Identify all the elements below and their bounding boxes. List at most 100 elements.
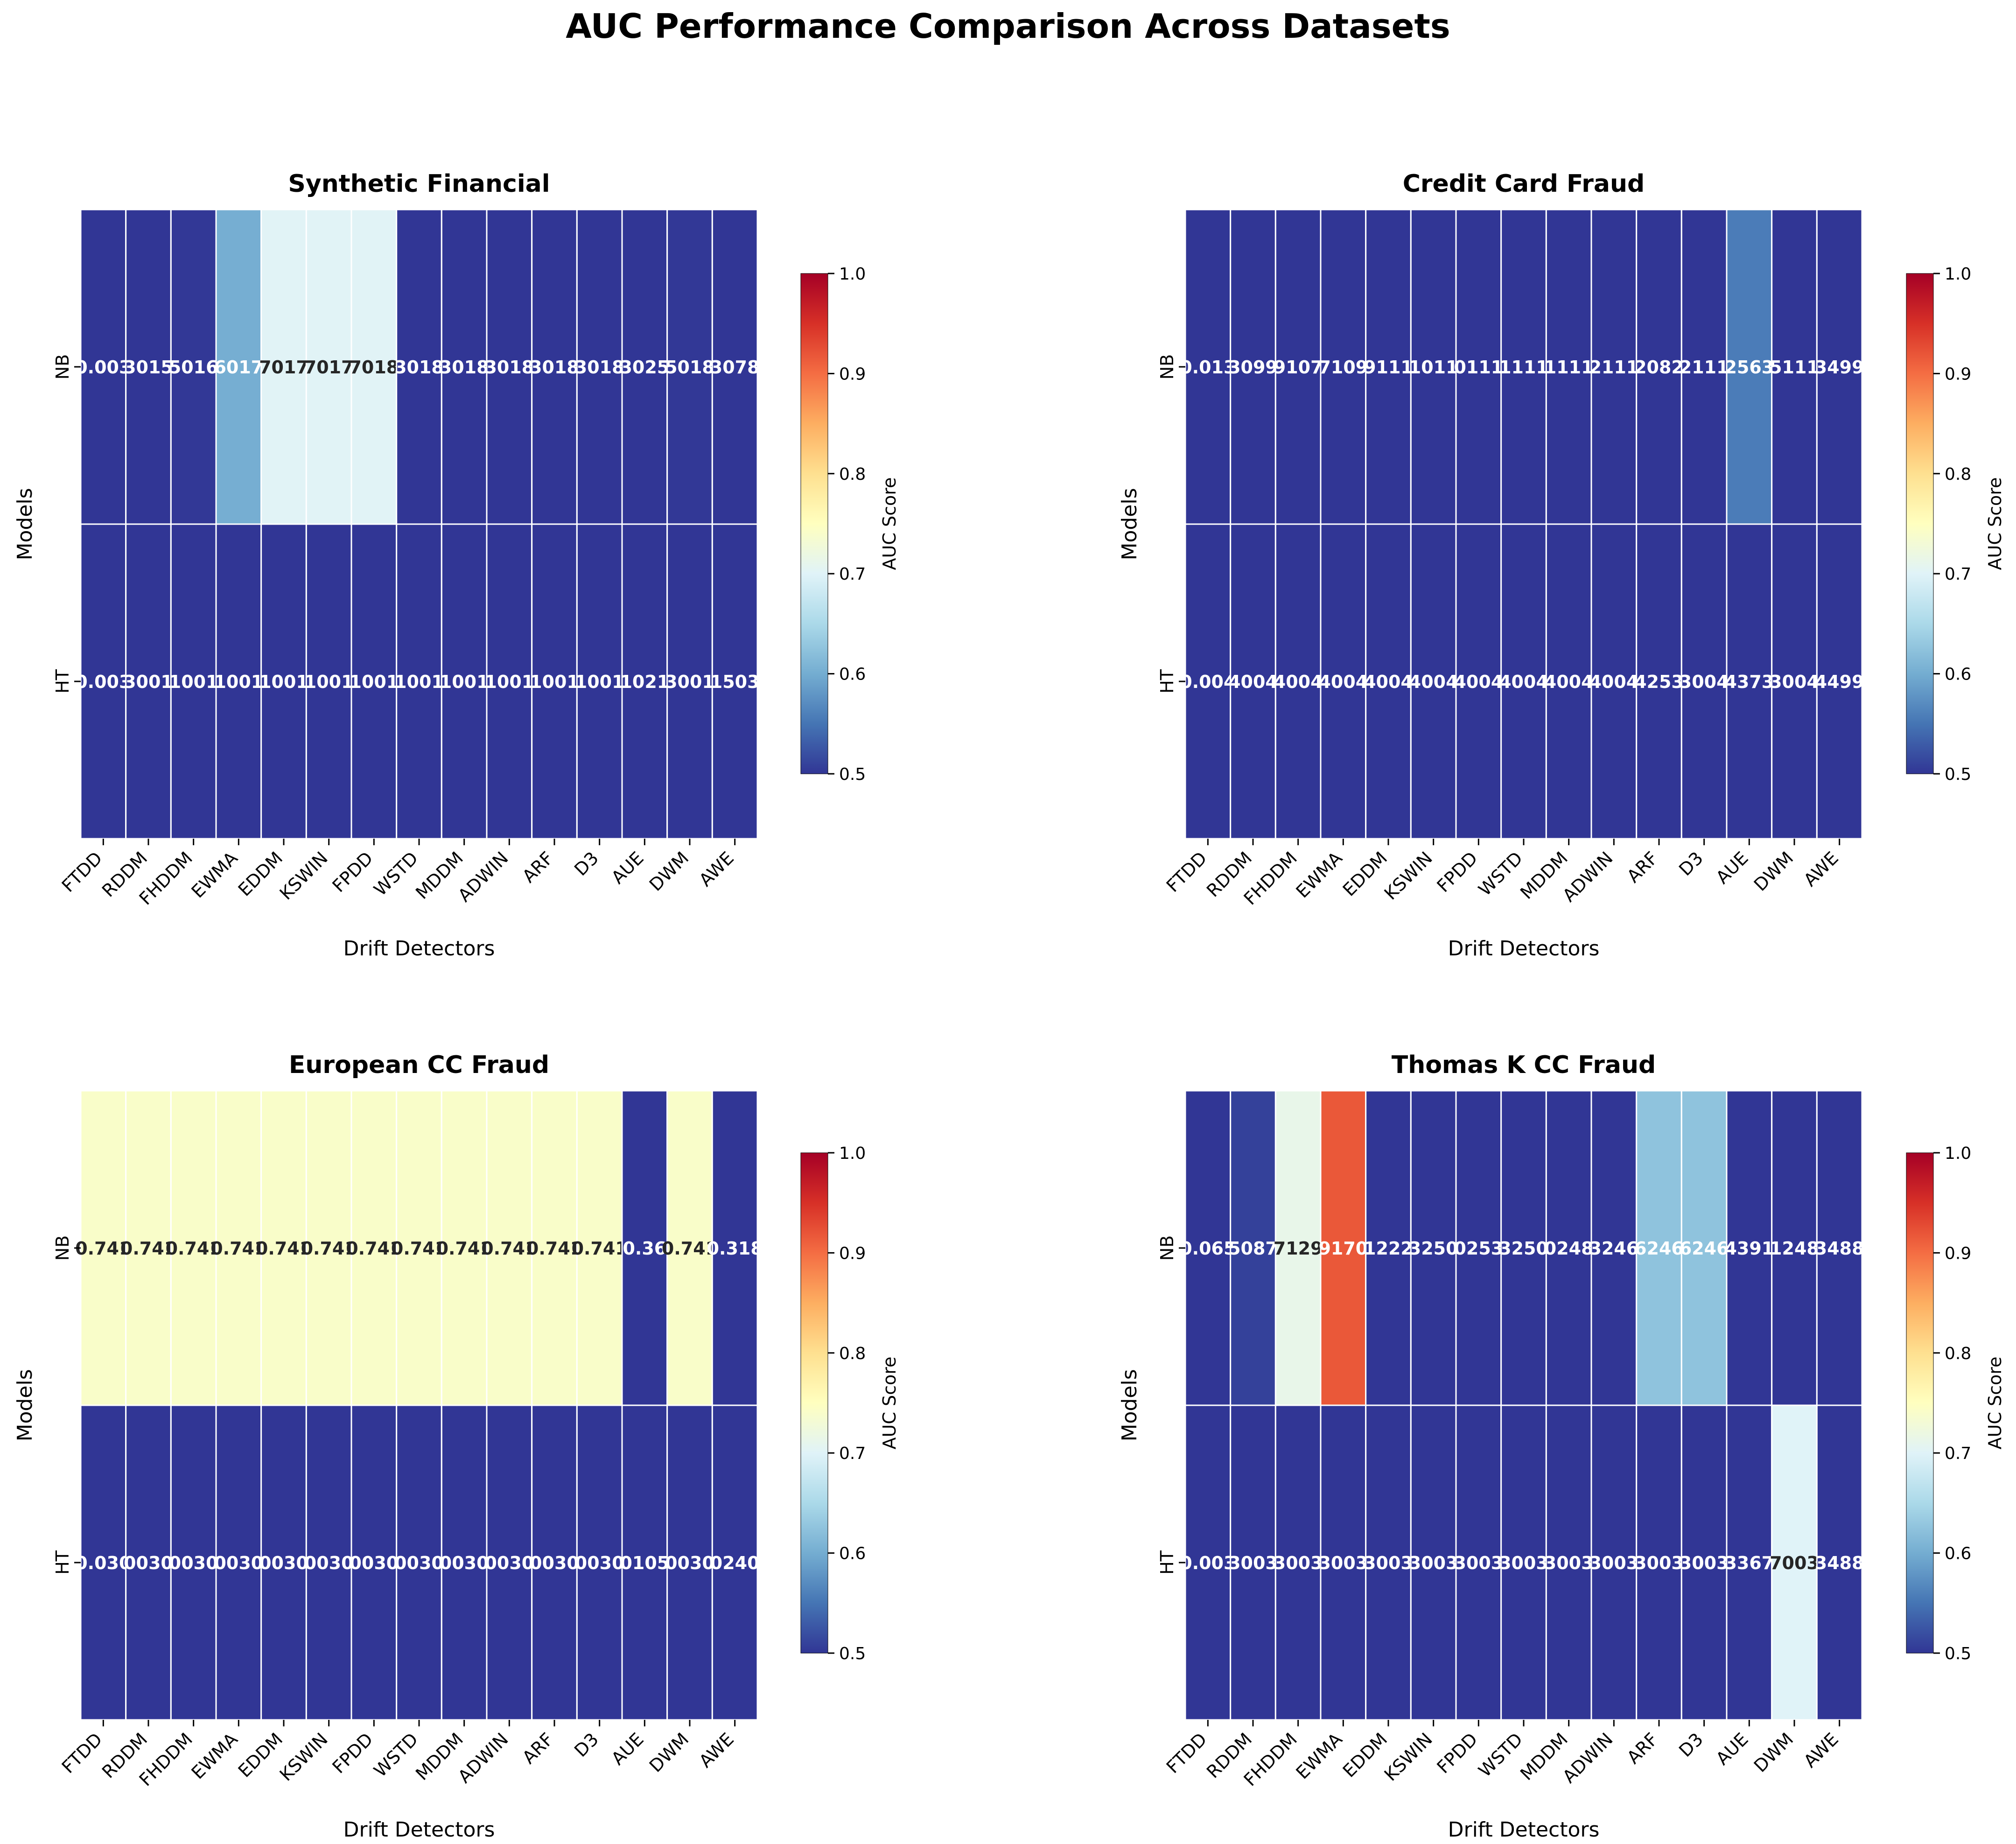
- colorbar: [800, 273, 828, 774]
- cell-label: 6246: [1680, 1238, 1729, 1259]
- cell-label: 1001: [349, 672, 399, 692]
- cell-label: 3025: [620, 357, 669, 378]
- cell-label: 0.741: [662, 1238, 718, 1259]
- cell-label: 4004: [1274, 672, 1323, 692]
- x-tick-label: WSTD: [1475, 848, 1527, 900]
- colorbar-label: AUC Score: [1985, 1357, 2005, 1450]
- colorbar-tick-label: 1.0: [1945, 265, 1971, 284]
- cell-label: 3250: [1409, 1238, 1458, 1259]
- x-tick-label: ADWIN: [1559, 1729, 1617, 1787]
- panel-title: Thomas K CC Fraud: [1392, 1051, 1656, 1079]
- heatmap-cell: [1545, 523, 1592, 840]
- cell-label: 0.318: [707, 1238, 763, 1259]
- heatmap-cell: [1590, 209, 1638, 525]
- x-tick-label: AWE: [695, 848, 738, 890]
- heatmap-cell: [486, 1404, 533, 1721]
- cell-label: 3499: [1815, 357, 1864, 378]
- x-tick-label: AUE: [608, 848, 648, 888]
- heatmap-cell: [1816, 523, 1863, 840]
- heatmap-cell: [396, 1090, 442, 1406]
- y-axis-label: Models: [1118, 488, 1141, 560]
- cell-label: 0.36: [623, 1238, 666, 1259]
- x-tick-label: FPDD: [329, 848, 377, 896]
- heatmap-cell: [1545, 1404, 1592, 1721]
- heatmap-cell: [1816, 1404, 1863, 1721]
- x-tick-label: FTDD: [1162, 1729, 1211, 1777]
- cell-label: 1011: [1409, 357, 1458, 378]
- x-tick-label: DWM: [645, 848, 693, 895]
- heatmap-cell: [441, 523, 488, 840]
- cell-label: 1001: [530, 672, 579, 692]
- heatmap-cell: [215, 1090, 262, 1406]
- x-tick-label: EWMA: [1292, 848, 1346, 902]
- cell-label: 3003: [1364, 1553, 1413, 1573]
- heatmap-cell: [1636, 1404, 1682, 1721]
- x-tick-label: AUE: [1712, 1729, 1752, 1769]
- cell-label: 0030: [124, 1553, 173, 1573]
- colorbar-label: AUC Score: [879, 477, 900, 570]
- cell-label: 1001: [484, 672, 534, 692]
- x-tick-label: KSWIN: [1380, 1729, 1436, 1785]
- cell-label: 0.741: [210, 1238, 266, 1259]
- colorbar-label: AUC Score: [879, 1357, 900, 1450]
- cell-label: 7109: [1318, 357, 1368, 378]
- cell-label: 3246: [1589, 1238, 1638, 1259]
- x-tick-label: EWMA: [187, 1729, 241, 1783]
- cell-label: 9107: [1274, 357, 1323, 378]
- cell-label: 4004: [1318, 672, 1368, 692]
- cell-label: 9170: [1318, 1238, 1368, 1259]
- cell-label: 0030: [304, 1553, 354, 1573]
- cell-label: 0.741: [301, 1238, 357, 1259]
- heatmap-cell: [1320, 523, 1367, 840]
- y-tick-label: NB: [52, 1235, 73, 1261]
- x-tick-label: ADWIN: [1559, 848, 1617, 906]
- x-tick-label: DWM: [1750, 1729, 1798, 1776]
- cell-label: 3003: [1589, 1553, 1638, 1573]
- x-tick-label: AUE: [608, 1729, 648, 1769]
- cell-label: 0030: [259, 1553, 308, 1573]
- colorbar-tick-label: 0.7: [839, 565, 866, 584]
- cell-label: 1001: [304, 672, 354, 692]
- cell-label: 6246: [1634, 1238, 1684, 1259]
- heatmap-cell: [1230, 209, 1276, 525]
- y-tick-label: HT: [1157, 669, 1177, 694]
- heatmap-cell: [576, 1404, 623, 1721]
- x-tick-label: FTDD: [58, 848, 106, 896]
- heatmap-cell: [531, 1404, 578, 1721]
- heatmap-cell: [1771, 1090, 1818, 1406]
- colorbar-tick-label: 0.6: [839, 1544, 866, 1564]
- cell-label: 3004: [1770, 672, 1819, 692]
- heatmap-cell: [1365, 1090, 1412, 1406]
- heatmap-cell: [621, 1090, 668, 1406]
- cell-label: 0.741: [75, 1238, 131, 1259]
- cell-label: 4004: [1589, 672, 1638, 692]
- cell-label: 2563: [1724, 357, 1774, 378]
- heatmap-cell: [125, 523, 172, 840]
- colorbar-tick-label: 0.8: [1945, 465, 1971, 484]
- heatmap-cell: [1680, 523, 1728, 840]
- colorbar-label: AUC Score: [1985, 477, 2005, 570]
- x-tick-label: FPDD: [329, 1729, 377, 1777]
- cell-label: 4004: [1228, 672, 1278, 692]
- colorbar-tick-label: 0.9: [1945, 365, 1971, 384]
- heatmap-cell: [1410, 523, 1457, 840]
- cell-label: 1248: [1770, 1238, 1819, 1259]
- x-tick-label: ARF: [1623, 1729, 1662, 1768]
- x-tick-label: KSWIN: [276, 848, 332, 904]
- cell-label: 3003: [1228, 1553, 1278, 1573]
- heatmap-cell: [1230, 523, 1276, 840]
- heatmap-cell: [1545, 1090, 1592, 1406]
- heatmap-cell: [350, 1404, 398, 1721]
- colorbar-tick-label: 0.6: [839, 665, 866, 684]
- cell-label: 0030: [575, 1553, 624, 1573]
- x-tick-label: FPDD: [1433, 848, 1482, 896]
- y-tick-label: HT: [52, 1550, 73, 1575]
- heatmap-cell: [1636, 1090, 1682, 1406]
- cell-label: 0.004: [1180, 672, 1236, 692]
- heatmap-cell: [1410, 1090, 1457, 1406]
- heatmap-cell: [1590, 1404, 1638, 1721]
- cell-label: 3001: [665, 672, 714, 692]
- heatmap-cell: [80, 209, 127, 525]
- heatmap-cell: [1590, 1090, 1638, 1406]
